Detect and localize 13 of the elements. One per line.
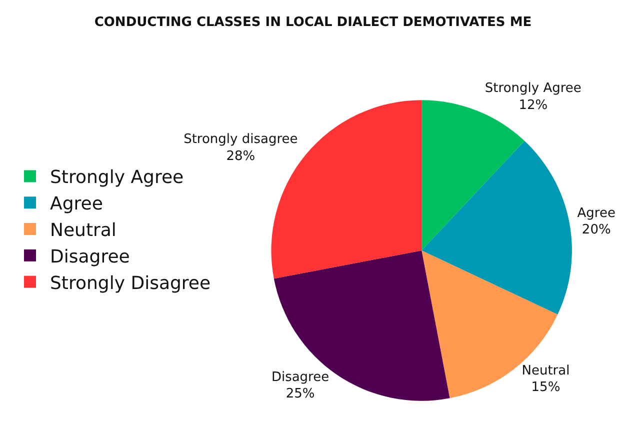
chart-title: CONDUCTING CLASSES IN LOCAL DIALECT DEMOTIVATES ME [94,15,532,30]
pie-slice [422,140,572,314]
pie-slice [274,250,450,401]
legend-label: Strongly Agree [50,167,184,188]
data-label: Neutral 15% [522,363,570,396]
legend-label: Agree [50,194,103,215]
data-label: Strongly Agree 12% [484,80,582,113]
data-label: Strongly disagree 28% [184,132,298,164]
legend-label: Strongly Disagree [50,272,211,294]
legend-label: Disagree [50,246,130,268]
legend-label: Neutral [50,220,116,242]
data-label: Agree 20% [577,206,616,238]
data-label: Disagree 25% [271,370,330,402]
